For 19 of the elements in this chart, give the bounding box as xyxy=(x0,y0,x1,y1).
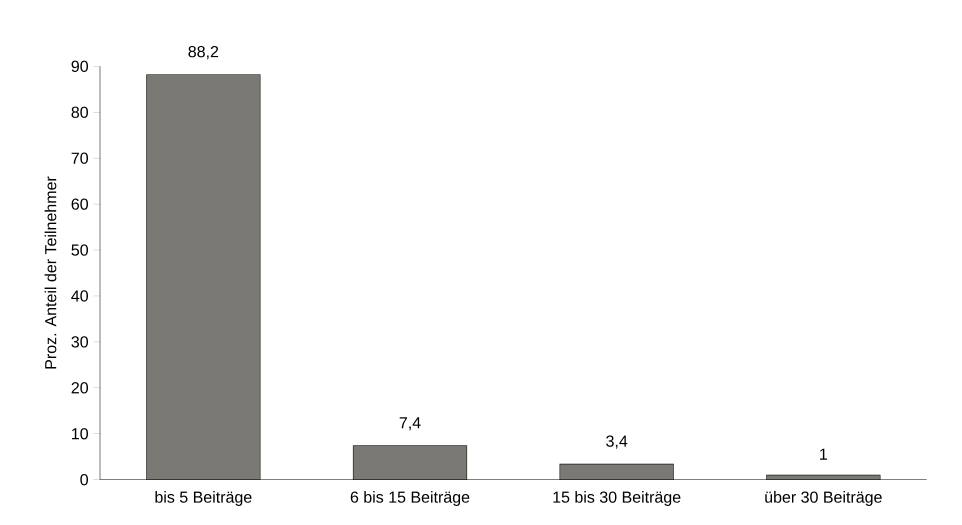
y-tick-label: 50 xyxy=(71,244,88,256)
y-tick-label: 70 xyxy=(72,152,88,164)
x-tick-label: 6 bis 15 Beiträge xyxy=(350,491,470,506)
y-tick-label: 20 xyxy=(72,382,88,394)
data-label: 88,2 xyxy=(188,46,218,60)
y-tick-label: 80 xyxy=(72,106,88,118)
y-tick-label: 60 xyxy=(72,198,88,210)
data-label: 7,4 xyxy=(400,417,421,430)
x-tick-label: 15 bis 30 Beiträge xyxy=(553,491,680,506)
y-tick-label: 90 xyxy=(72,60,88,72)
x-tick-label: bis 5 Beiträge xyxy=(155,491,252,506)
data-label: 1 xyxy=(820,448,828,460)
y-tick-label: 30 xyxy=(71,336,88,348)
y-tick-label: 0 xyxy=(80,474,88,486)
y-axis-title: Proz. Anteil der Teilnehmer xyxy=(44,176,56,368)
y-tick-label: 40 xyxy=(71,290,88,302)
y-tick-label: 10 xyxy=(72,428,88,440)
x-tick-label: über 30 Beiträge xyxy=(765,491,882,506)
data-label: 3,4 xyxy=(606,435,628,449)
